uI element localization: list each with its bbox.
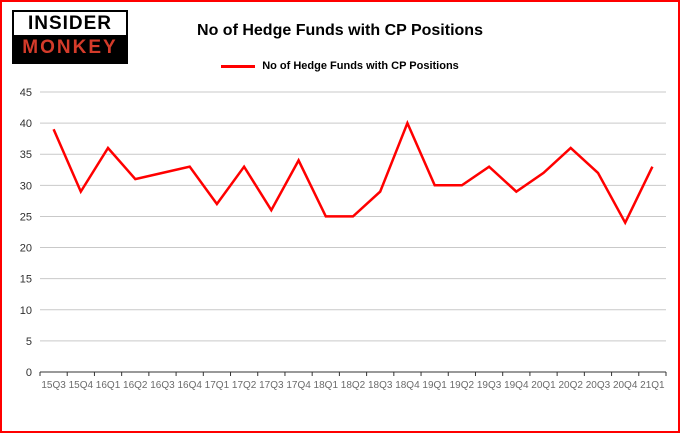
- x-axis-tick-label: 15Q3: [41, 380, 66, 391]
- x-axis-tick-label: 16Q3: [150, 380, 175, 391]
- chart-legend: No of Hedge Funds with CP Positions: [2, 60, 678, 72]
- line-chart: 0 5 10 15 20 25 30 35 40 45 15Q3 15Q4 16Q1 16Q2 16Q3 16…: [20, 87, 667, 391]
- x-axis-tick-label: 20Q4: [613, 380, 638, 391]
- x-axis-tick-label: 15Q4: [69, 380, 94, 391]
- x-axis-tick-label: 17Q2: [232, 380, 257, 391]
- x-axis-tick-label: 16Q2: [123, 380, 148, 391]
- y-axis-tick-label: 25: [20, 211, 32, 223]
- y-axis-tick-label: 0: [26, 367, 32, 379]
- x-axis-tick-label: 18Q4: [395, 380, 420, 391]
- x-axis-tick-label: 21Q1: [640, 380, 665, 391]
- x-axis-tick-label: 19Q3: [477, 380, 502, 391]
- legend-line-swatch-icon: [221, 64, 256, 68]
- x-axis-tick-label: 19Q4: [504, 380, 529, 391]
- x-axis-tick-label: 20Q2: [559, 380, 584, 391]
- y-axis-tick-label: 40: [20, 118, 32, 130]
- series-line: [52, 119, 654, 226]
- x-axis-tick-label: 20Q1: [531, 380, 556, 391]
- x-axis-tick-label: 16Q4: [177, 380, 202, 391]
- y-axis-tick-label: 20: [20, 243, 32, 255]
- x-axis-tick-label: 18Q1: [314, 380, 339, 391]
- legend-label: No of Hedge Funds with CP Positions: [262, 60, 459, 72]
- x-axis-tick-label: 17Q1: [205, 380, 230, 391]
- y-axis-tick-label: 30: [20, 180, 32, 192]
- page-title: No of Hedge Funds with CP Positions: [197, 22, 483, 39]
- x-axis-tick-label: 19Q1: [422, 380, 447, 391]
- y-axis-tick-label: 10: [20, 305, 32, 317]
- x-axis-tick-label: 17Q3: [259, 380, 284, 391]
- y-axis-tick-label: 45: [20, 87, 32, 99]
- x-axis-tick-label: 19Q2: [450, 380, 475, 391]
- x-axis-tick-label: 16Q1: [96, 380, 121, 391]
- x-axis-tick-label: 18Q2: [341, 380, 366, 391]
- insider-monkey-logo: INSIDER MONKEY: [12, 10, 128, 64]
- y-axis-tick-label: 15: [20, 274, 32, 286]
- y-axis-tick-label: 35: [20, 149, 32, 161]
- x-axis-tick-label: 18Q3: [368, 380, 393, 391]
- logo-text-insider: INSIDER: [27, 13, 113, 34]
- x-axis-tick-label: 17Q4: [286, 380, 311, 391]
- x-axis-tick-label: 20Q3: [586, 380, 611, 391]
- logo-text-monkey: MONKEY: [14, 35, 126, 62]
- y-axis-tick-label: 5: [26, 336, 32, 348]
